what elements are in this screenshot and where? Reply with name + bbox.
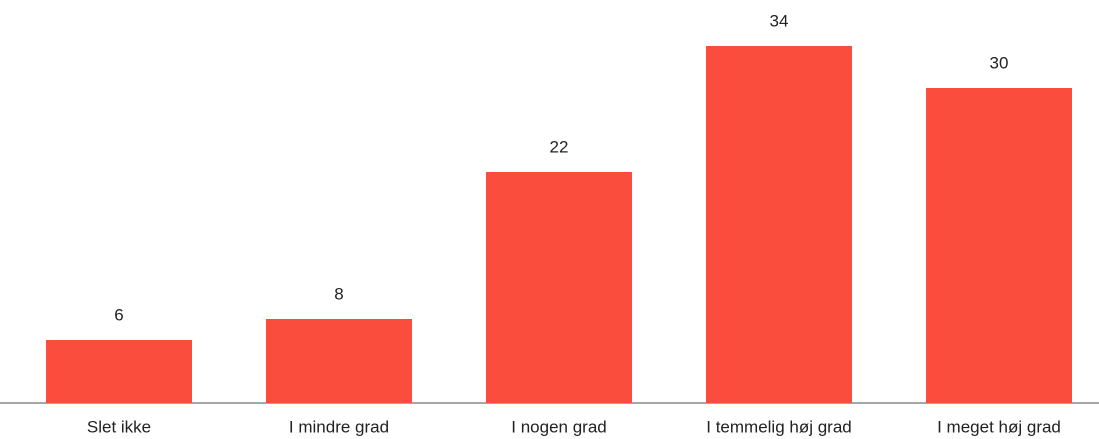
x-tick-label: Slet ikke xyxy=(87,417,151,436)
x-tick-label: I meget høj grad xyxy=(937,417,1061,436)
x-tick-label: I nogen grad xyxy=(511,417,606,436)
value-label: 22 xyxy=(550,137,569,156)
x-tick-label: I mindre grad xyxy=(289,417,389,436)
x-tick-label: I temmelig høj grad xyxy=(706,417,852,436)
value-label: 34 xyxy=(770,11,789,30)
value-label: 8 xyxy=(334,284,343,303)
bar xyxy=(706,46,852,403)
bar xyxy=(486,172,632,403)
bar xyxy=(266,319,412,403)
value-label: 6 xyxy=(114,305,123,324)
bar xyxy=(46,340,192,403)
bar xyxy=(926,88,1072,403)
value-label: 30 xyxy=(990,53,1009,72)
